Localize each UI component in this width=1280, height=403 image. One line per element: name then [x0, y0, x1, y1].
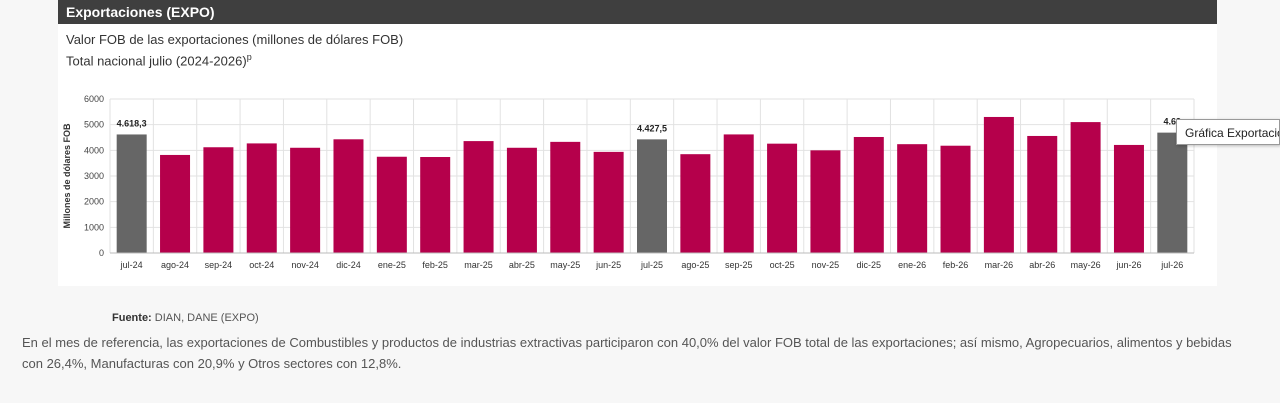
x-tick-label: oct-24 — [249, 260, 274, 270]
bar-chart: 0 1000 2000 3000 4000 5000 6000 Millones de dól… — [62, 94, 1195, 270]
bar — [420, 157, 451, 253]
x-tick-label: jul-26 — [1160, 260, 1183, 270]
bar — [767, 143, 798, 253]
bar — [116, 134, 147, 253]
bar — [463, 141, 494, 253]
x-tick-label: ago-25 — [681, 260, 709, 270]
bar — [680, 154, 711, 253]
x-tick-label: feb-25 — [422, 260, 448, 270]
x-tick-label: may-25 — [550, 260, 580, 270]
bar — [637, 139, 667, 253]
bar — [1027, 135, 1058, 253]
x-tick-label: dic-24 — [336, 260, 361, 270]
x-tick-label: may-26 — [1071, 260, 1101, 270]
x-tick-label: sep-25 — [725, 260, 753, 270]
chart-title: Valor FOB de las exportaciones (millones… — [66, 32, 404, 47]
x-tick-label: nov-24 — [291, 260, 319, 270]
y-tick-label: 3000 — [84, 171, 104, 181]
data-label: 4.427,5 — [637, 123, 667, 133]
x-tick-label: abr-25 — [509, 260, 535, 270]
x-tick-label: jun-25 — [595, 260, 621, 270]
x-tick-label: ene-26 — [898, 260, 926, 270]
data-label: 4.69 — [1164, 117, 1182, 127]
x-tick-label: jul-25 — [640, 260, 663, 270]
x-tick-label: mar-26 — [985, 260, 1014, 270]
x-tick-label: oct-25 — [770, 260, 795, 270]
x-tick-label: sep-24 — [205, 260, 233, 270]
section-header: Exportaciones (EXPO) — [58, 0, 1217, 24]
bar — [940, 145, 971, 253]
y-tick-label: 4000 — [84, 145, 104, 155]
x-tick-label: mar-25 — [464, 260, 493, 270]
bar — [1157, 132, 1188, 253]
chart-subtitle-superscript: p — [246, 52, 252, 62]
bar — [376, 156, 407, 253]
y-axis-label: Millones de dólares FOB — [62, 123, 72, 229]
x-tick-label: ago-24 — [161, 260, 189, 270]
x-tick-label: jul-24 — [120, 260, 143, 270]
source-note: Fuente: DIAN, DANE (EXPO) — [112, 312, 259, 324]
y-tick-label: 6000 — [84, 94, 104, 104]
bar — [333, 139, 364, 253]
chart-tooltip: Gráfica Exportaciones — [1176, 119, 1280, 145]
bar — [246, 143, 277, 253]
bar — [203, 147, 234, 253]
chart-subtitle-text: Total nacional julio (2024-2026) — [66, 53, 247, 69]
source-text: DIAN, DANE (EXPO) — [151, 312, 259, 324]
bar — [1070, 122, 1101, 253]
bar — [723, 134, 754, 253]
x-tick-label: feb-26 — [943, 260, 969, 270]
bar — [550, 141, 581, 253]
bar — [983, 116, 1014, 253]
bar — [160, 154, 191, 253]
y-tick-label: 5000 — [84, 120, 104, 130]
bar — [853, 136, 884, 253]
bar — [593, 151, 624, 253]
bar — [290, 147, 321, 253]
y-tick-label: 0 — [99, 248, 104, 258]
description-text: En el mes de referencia, las exportacion… — [22, 335, 1232, 371]
bar — [506, 147, 537, 253]
bar — [897, 144, 928, 253]
y-tick-label: 1000 — [84, 222, 104, 232]
source-label: Fuente: — [112, 312, 152, 324]
data-label: 4.618,3 — [117, 118, 147, 128]
y-tick-label: 2000 — [84, 197, 104, 207]
x-tick-label: dic-25 — [857, 260, 882, 270]
x-tick-label: abr-26 — [1029, 260, 1055, 270]
bar — [1113, 144, 1144, 253]
x-tick-label: ene-25 — [378, 260, 406, 270]
x-tick-label: jun-26 — [1115, 260, 1141, 270]
bar — [810, 150, 841, 253]
x-tick-label: nov-25 — [812, 260, 840, 270]
chart-subtitle: Total nacional julio (2024-2026)p — [66, 52, 252, 68]
